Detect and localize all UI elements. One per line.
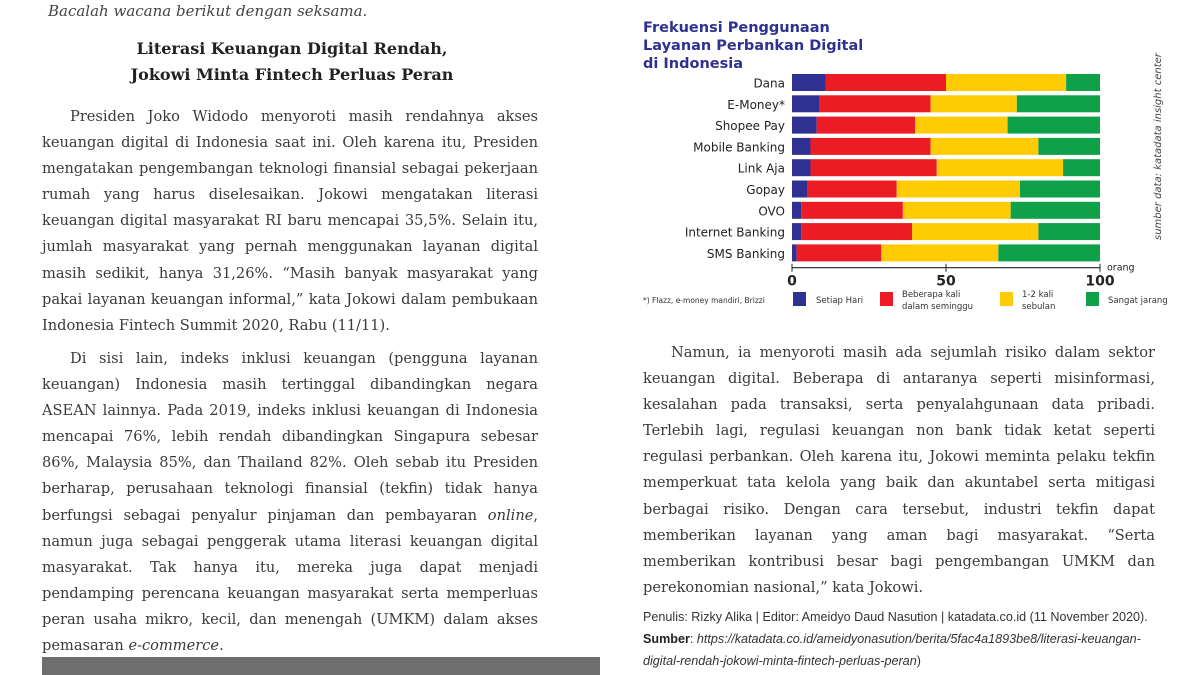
bar-segment <box>792 74 826 91</box>
divider-bar <box>42 657 600 675</box>
chart-title-line: Frekuensi Penggunaan <box>643 20 830 36</box>
category-label: OVO <box>758 204 785 218</box>
legend-label: Sangat jarang <box>1108 296 1168 306</box>
category-label: Internet Banking <box>685 226 785 240</box>
chart-title-line: di Indonesia <box>643 56 743 72</box>
bar-segment <box>881 244 999 262</box>
category-label: Link Aja <box>738 162 785 176</box>
category-label: Dana <box>753 77 785 91</box>
bar-segment <box>1019 180 1100 198</box>
article-title-line: Jokowi Minta Fintech Perluas Peran <box>130 65 454 84</box>
category-label: SMS Banking <box>707 247 785 261</box>
bar-segment <box>825 74 946 91</box>
bar-segment <box>902 201 1011 219</box>
bar-segment <box>930 137 1039 155</box>
category-label: Shopee Pay <box>715 119 785 133</box>
italic-term: online <box>487 506 534 524</box>
bar-segment <box>792 116 817 134</box>
category-label: Gopay <box>746 183 785 197</box>
bar-segment <box>930 95 1017 113</box>
paragraph-1: Presiden Joko Widodo menyoroti masih ren… <box>42 104 538 339</box>
x-tick-label: 100 <box>1085 274 1114 290</box>
bar-segment <box>792 159 811 177</box>
legend-swatch <box>1000 292 1013 306</box>
legend-label: dalam seminggu <box>902 302 973 312</box>
category-label: E-Money* <box>727 98 785 112</box>
article-title: Literasi Keuangan Digital Rendah, Jokowi… <box>42 36 542 88</box>
chart-title: Frekuensi Penggunaan Layanan Perbankan D… <box>643 19 863 73</box>
bar-segment <box>792 95 820 113</box>
legend-label: sebulan <box>1022 302 1055 312</box>
category-label: Mobile Banking <box>693 140 785 154</box>
bar-segment <box>792 201 802 219</box>
paragraph-text: Presiden Joko Widodo menyoroti masih ren… <box>42 108 538 334</box>
colon: : <box>689 632 697 646</box>
text-segment: Di sisi lain, indeks inklusi keuangan (p… <box>42 350 538 524</box>
bar-segment <box>792 180 808 198</box>
article-credit: Penulis: Rizky Alika | Editor: Ameidyo D… <box>643 606 1163 672</box>
bar-segment <box>1038 223 1100 241</box>
bar-segment <box>810 137 931 155</box>
close-paren: ) <box>916 654 921 668</box>
bar-segment <box>946 74 1067 91</box>
source-label: Sumber <box>643 632 690 646</box>
bar-segment <box>819 95 931 113</box>
paragraph-text: Namun, ia menyoroti masih ada sejumlah r… <box>643 344 1155 596</box>
bar-segment <box>801 223 913 241</box>
instruction-text: Bacalah wacana berikut dengan seksama. <box>48 2 368 20</box>
x-unit-label: orang <box>1107 263 1135 274</box>
paragraph-text: Di sisi lain, indeks inklusi keuangan (p… <box>42 346 538 659</box>
bar-segment <box>1007 116 1100 134</box>
bar-segment <box>912 223 1039 241</box>
legend-swatch <box>880 292 893 306</box>
bar-segment <box>792 244 797 262</box>
paragraph-2: Di sisi lain, indeks inklusi keuangan (p… <box>42 346 538 659</box>
bar-segment <box>792 223 802 241</box>
x-tick-label: 0 <box>787 274 797 290</box>
bar-segment <box>896 180 1020 198</box>
bar-segment <box>1066 74 1100 91</box>
legend-swatch <box>1086 292 1099 306</box>
text-segment: . <box>219 637 224 655</box>
paragraph-3: Namun, ia menyoroti masih ada sejumlah r… <box>643 340 1155 601</box>
legend-swatch <box>793 292 806 306</box>
credit-text: Penulis: Rizky Alika | Editor: Ameidyo D… <box>643 610 1148 624</box>
bar-segment <box>796 244 882 262</box>
italic-term: e-commerce <box>128 637 220 655</box>
article-title-line: Literasi Keuangan Digital Rendah, <box>136 39 448 58</box>
legend-label: Beberapa kali <box>902 290 960 300</box>
bar-segment <box>801 201 903 219</box>
bar-segment <box>1038 137 1100 155</box>
bar-segment <box>810 159 937 177</box>
chart-source: sumber data: katadata insight center <box>1153 53 1164 240</box>
bar-segment <box>816 116 916 134</box>
text-segment: , namun juga sebagai penggerak utama lit… <box>42 506 538 655</box>
bar-segment <box>936 159 1064 177</box>
legend-label: 1-2 kali <box>1022 290 1053 300</box>
chart-footnote: *) Flazz, e-money mandiri, Brizzi <box>643 296 765 305</box>
bar-segment <box>915 116 1008 134</box>
bar-segment <box>998 244 1100 262</box>
chart-title-line: Layanan Perbankan Digital <box>643 38 864 54</box>
bar-segment <box>1016 95 1100 113</box>
stacked-bar-chart: Dana E-Money* Shopee Pay Mobile Banking Link… <box>643 74 1168 312</box>
legend-label: Setiap Hari <box>816 296 863 306</box>
bar-segment <box>1010 201 1100 219</box>
bar-segment <box>807 180 897 198</box>
bar-segment <box>1063 159 1100 177</box>
source-url[interactable]: https://katadata.co.id/ameidyonasution/b… <box>643 632 1141 668</box>
bar-segment <box>792 137 811 155</box>
x-tick-label: 50 <box>936 274 956 290</box>
